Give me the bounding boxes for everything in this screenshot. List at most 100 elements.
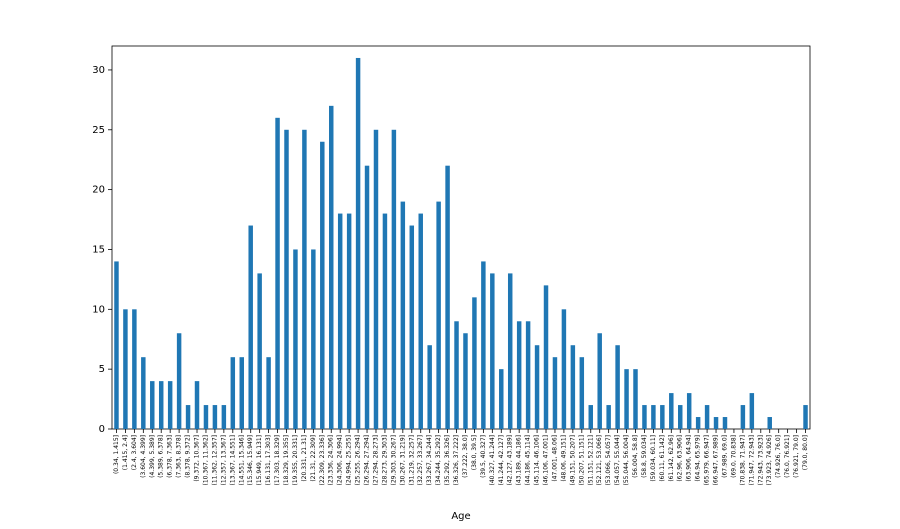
x-tick-label: (49.151, 50.207] [569,435,576,485]
bar [240,357,244,429]
bar [517,321,521,429]
bar [767,417,771,429]
bar [481,261,485,429]
x-tick-label: (22.309, 23.336] [319,435,326,485]
x-tick-label: (26.294, 27.294] [364,435,371,485]
bar [347,214,351,429]
bar [463,333,467,429]
bar [803,405,807,429]
x-tick-label: (14.551, 15.346] [238,435,245,485]
x-tick-label: (18.329, 19.355] [283,435,290,485]
bar [597,333,601,429]
x-tick-label: (27.294, 28.273] [372,435,379,485]
bar [553,357,557,429]
x-tick-label: (0.34, 1.415] [113,435,120,474]
bar [141,357,145,429]
x-tick-label: (30.267, 31.219] [399,435,406,485]
x-tick-label: (24.306, 24.994] [337,435,344,485]
bar [266,357,270,429]
x-tick-label: (63.906, 64.94] [686,435,693,482]
bar [535,345,539,429]
bar [302,130,306,429]
x-tick-label: (45.114, 46.106] [534,435,541,485]
bar [651,405,655,429]
x-tick-label: (64.94, 65.979] [695,435,702,482]
y-tick-label: 0 [99,424,105,435]
x-tick-label: (15.346, 15.949] [247,435,254,485]
x-tick-label: (48.06, 49.151] [560,435,567,482]
x-tick-label: (32.257, 33.267] [417,435,424,485]
x-tick-label: (20.331, 21.31] [301,435,308,482]
bar [418,214,422,429]
x-tick-label: (76.0, 76.921] [784,435,791,478]
bar [499,369,503,429]
x-tick-label: (42.127, 43.189] [507,435,514,485]
bar [356,58,360,429]
bar [248,226,252,429]
x-tick-label: (33.267, 34.244] [426,435,433,485]
bar [669,393,673,429]
x-tick-label: (62.96, 63.906] [677,435,684,482]
bar [624,369,628,429]
x-tick-label: (65.979, 66.947] [704,435,711,485]
x-tick-label: (58.8, 59.034] [641,435,648,478]
bar [123,309,127,429]
x-tick-label: (3.604, 4.399] [140,435,147,478]
x-tick-label: (13.367, 14.551] [229,435,236,485]
x-tick-label: (19.355, 20.331] [292,435,299,485]
bar [633,369,637,429]
bar [696,417,700,429]
x-tick-label: (55.044, 56.004] [623,435,630,485]
bar [445,166,449,429]
bar [114,261,118,429]
x-tick-label: (71.947, 72.943] [748,435,755,485]
x-tick-label: (70.838, 71.947] [739,435,746,485]
bar [365,166,369,429]
x-tick-label: (35.292, 36.326] [444,435,451,485]
x-tick-label: (31.219, 32.257] [408,435,415,485]
x-tick-label: (11.362, 12.357] [211,435,218,485]
bar [195,381,199,429]
bar [723,417,727,429]
x-tick-label: (34.244, 35.292] [435,435,442,485]
x-tick-label: (4.399, 5.389] [149,435,156,478]
x-tick-label: (60.11, 61.142] [659,435,666,482]
bar [580,357,584,429]
bar [204,405,208,429]
x-tick-label: (66.947, 67.989] [713,435,720,485]
bar [329,106,333,429]
bar [544,285,548,429]
x-tick-label: (47.001, 48.06] [551,435,558,482]
bar [750,393,754,429]
x-tick-label: (38.0, 39.5] [471,435,478,470]
x-tick-label: (1.415, 2.4] [122,435,129,470]
bar [436,202,440,429]
x-tick-label: (15.949, 16.131] [256,435,263,485]
y-tick-label: 15 [92,244,105,255]
plot-border [112,46,810,429]
y-tick-label: 25 [92,125,105,136]
bar [132,309,136,429]
x-tick-label: (36.326, 37.222] [453,435,460,485]
x-tick-label: (79.0, 80.0] [802,435,809,470]
x-tick-label: (39.5, 40.327] [480,435,487,478]
x-tick-label: (44.186, 45.114] [525,435,532,485]
x-tick-label: (6.378, 7.363] [167,435,174,478]
bar [401,202,405,429]
x-tick-label: (53.066, 54.057] [605,435,612,485]
y-tick-label: 30 [92,65,105,76]
bar [660,405,664,429]
x-tick-label: (12.357, 13.367] [220,435,227,485]
x-tick-label: (28.273, 29.303] [381,435,388,485]
x-tick-label: (61.142, 62.96] [668,435,675,482]
bars-group [114,58,808,429]
bar [714,417,718,429]
bar [410,226,414,429]
x-tick-label: (46.106, 47.001] [543,435,550,485]
x-tick-label: (54.057, 55.044] [614,435,621,485]
bar [562,309,566,429]
x-tick-label: (72.943, 73.923] [757,435,764,485]
bar [284,130,288,429]
bar [338,214,342,429]
x-tick-label: (10.367, 11.362] [202,435,209,485]
